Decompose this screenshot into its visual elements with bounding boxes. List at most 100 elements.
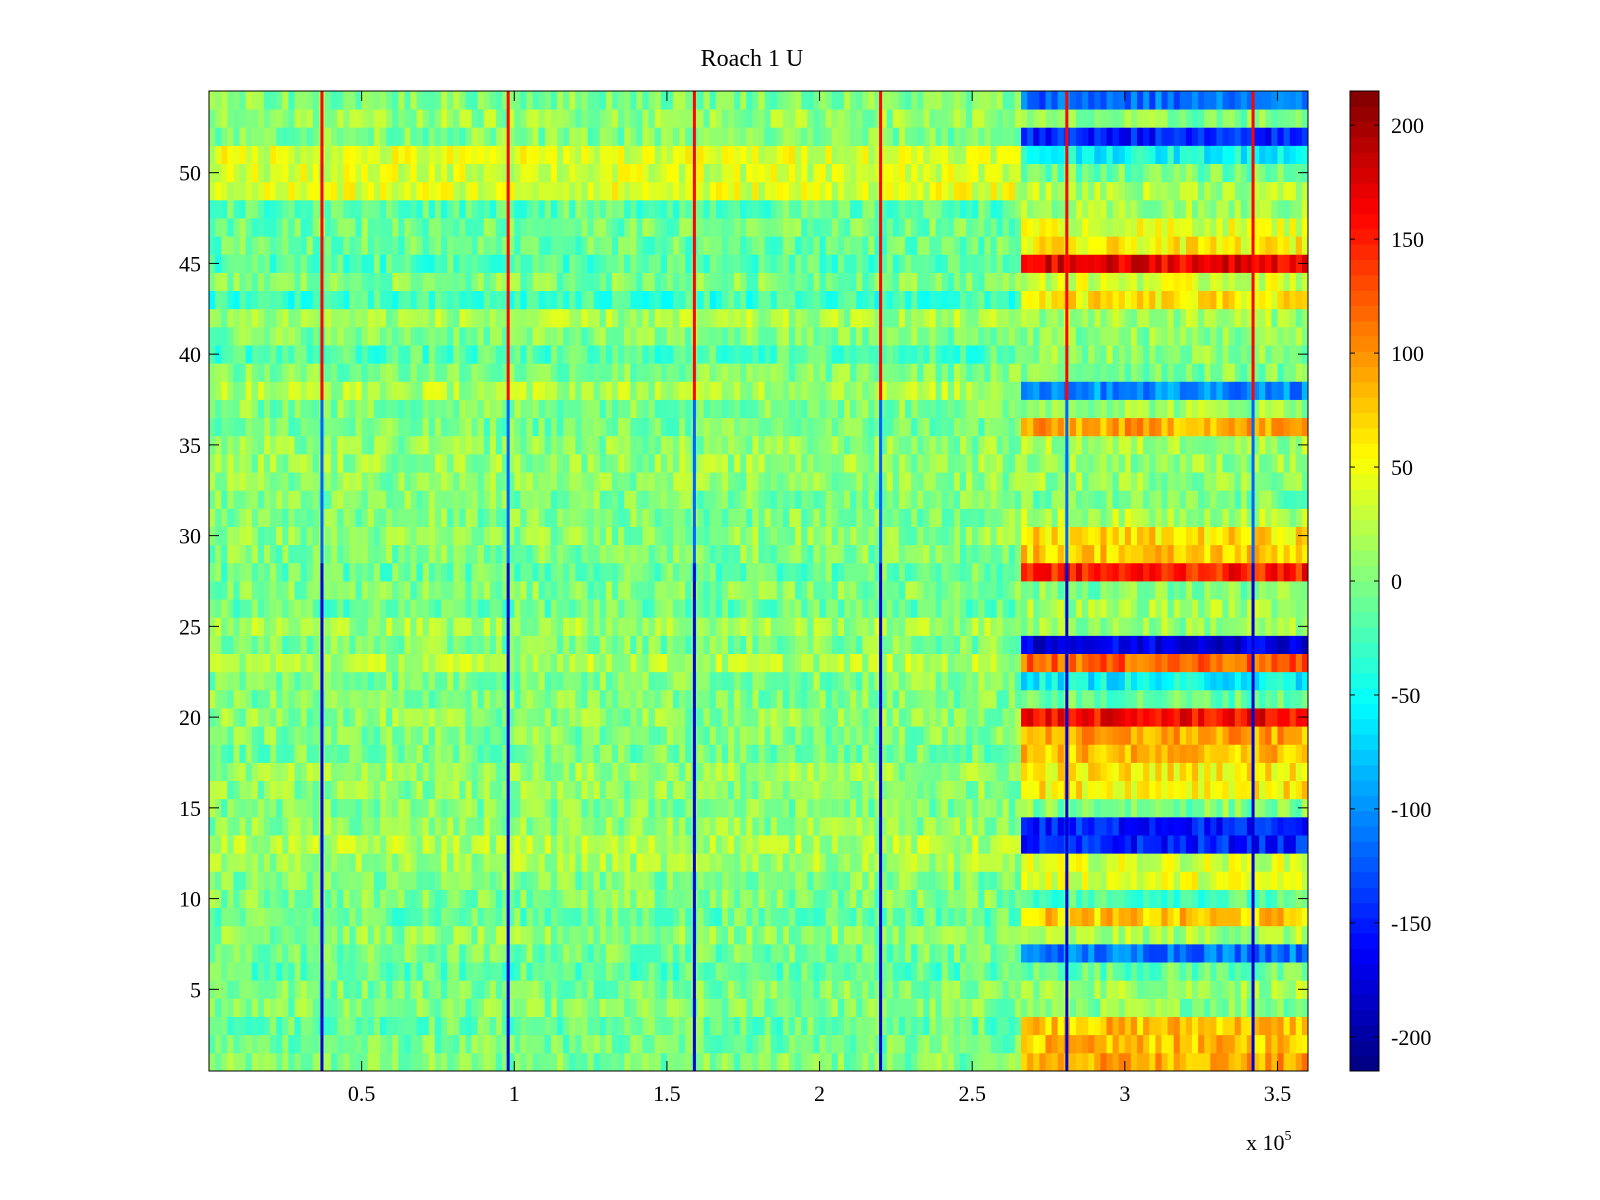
heatmap-cell	[1149, 780, 1156, 800]
heatmap-cell	[422, 907, 430, 927]
heatmap-cell	[1289, 943, 1297, 963]
heatmap-cell	[245, 1034, 253, 1054]
heatmap-cell	[1265, 671, 1272, 691]
heatmap-cell	[392, 708, 399, 727]
heatmap-cell	[1301, 726, 1309, 745]
heatmap-cell	[996, 798, 1004, 818]
heatmap-cell	[355, 653, 363, 673]
heatmap-cell	[1161, 980, 1168, 999]
heatmap-cell	[758, 581, 766, 600]
heatmap-cell	[1100, 1052, 1107, 1072]
heatmap-cell	[361, 1052, 369, 1072]
heatmap-cell	[709, 943, 717, 963]
heatmap-cell	[276, 998, 283, 1017]
heatmap-cell	[447, 889, 454, 909]
heatmap-cell	[1259, 853, 1266, 872]
heatmap-cell	[215, 835, 222, 854]
heatmap-cell	[1008, 907, 1016, 927]
heatmap-cell	[1289, 962, 1297, 981]
heatmap-cell	[495, 943, 503, 963]
heatmap-cell	[1173, 744, 1181, 763]
heatmap-cell	[1137, 617, 1144, 636]
heatmap-cell	[636, 943, 643, 963]
heatmap-cell	[862, 925, 869, 945]
heatmap-cell	[508, 798, 515, 818]
heatmap-cell	[459, 708, 466, 727]
heatmap-cell	[978, 835, 985, 854]
heatmap-cell	[703, 835, 711, 854]
heatmap-cell	[1069, 599, 1077, 618]
heatmap-cell	[1173, 998, 1181, 1017]
heatmap-cell	[233, 762, 240, 782]
heatmap-cell	[801, 1016, 808, 1036]
heatmap-cell	[630, 889, 637, 909]
heatmap-cell	[636, 962, 643, 981]
heatmap-cell	[1069, 762, 1077, 782]
heatmap-cell	[471, 581, 479, 600]
heatmap-cell	[752, 853, 759, 872]
heatmap-cell	[679, 962, 686, 981]
heatmap-cell	[1289, 744, 1297, 763]
heatmap-cell	[367, 1016, 375, 1036]
heatmap-cell	[300, 744, 308, 763]
heatmap-cell	[233, 617, 240, 636]
heatmap-cell	[410, 835, 417, 854]
heatmap-cell	[337, 708, 344, 727]
heatmap-cell	[1106, 653, 1114, 673]
heatmap-cell	[1173, 581, 1181, 600]
heatmap-cell	[703, 798, 711, 818]
heatmap-cell	[520, 925, 527, 945]
heatmap-cell	[752, 780, 759, 800]
heatmap-cell	[251, 889, 259, 909]
heatmap-cell	[666, 907, 674, 927]
heatmap-cell	[367, 671, 375, 691]
heatmap-cell	[453, 871, 460, 890]
heatmap-cell	[1027, 907, 1034, 927]
heatmap-cell	[1021, 853, 1028, 872]
heatmap-cell	[831, 962, 839, 981]
heatmap-cell	[1094, 653, 1101, 673]
heatmap-cell	[325, 889, 332, 909]
heatmap-cell	[972, 1052, 979, 1072]
heatmap-cell	[636, 708, 643, 727]
heatmap-cell	[508, 671, 515, 691]
heatmap-cell	[654, 943, 662, 963]
heatmap-cell	[721, 762, 729, 782]
heatmap-cell	[978, 689, 985, 709]
heatmap-cell	[1179, 943, 1187, 963]
heatmap-cell	[263, 853, 271, 872]
heatmap-cell	[392, 671, 399, 691]
heatmap-cell	[441, 798, 448, 818]
heatmap-cell	[789, 617, 796, 636]
heatmap-cell	[746, 726, 753, 745]
heatmap-cell	[996, 562, 1004, 582]
heatmap-cell	[325, 1016, 332, 1036]
heatmap-cell	[1045, 762, 1052, 782]
heatmap-cell	[221, 853, 228, 872]
heatmap-cell	[544, 599, 552, 618]
heatmap-cell	[947, 835, 955, 854]
heatmap-cell	[911, 835, 918, 854]
heatmap-cell	[1161, 581, 1168, 600]
heatmap-cell	[355, 581, 363, 600]
heatmap-cell	[789, 998, 796, 1017]
heatmap-cell	[856, 998, 863, 1017]
heatmap-cell	[422, 943, 430, 963]
heatmap-cell	[209, 744, 216, 763]
heatmap-cell	[856, 599, 863, 618]
heatmap-cell	[569, 599, 576, 618]
heatmap-cell	[941, 907, 949, 927]
heatmap-cell	[355, 889, 363, 909]
heatmap-cell	[685, 925, 692, 945]
heatmap-cell	[611, 635, 619, 654]
heatmap-cell	[526, 599, 533, 618]
heatmap-cell	[1106, 744, 1114, 763]
heatmap-cell	[905, 871, 912, 890]
heatmap-cell	[654, 925, 662, 945]
heatmap-cell	[1045, 853, 1052, 872]
heatmap-cell	[233, 726, 240, 745]
heatmap-cell	[990, 726, 998, 745]
heatmap-cell	[654, 798, 662, 818]
heatmap-cell	[367, 599, 375, 618]
heatmap-cell	[850, 798, 857, 818]
